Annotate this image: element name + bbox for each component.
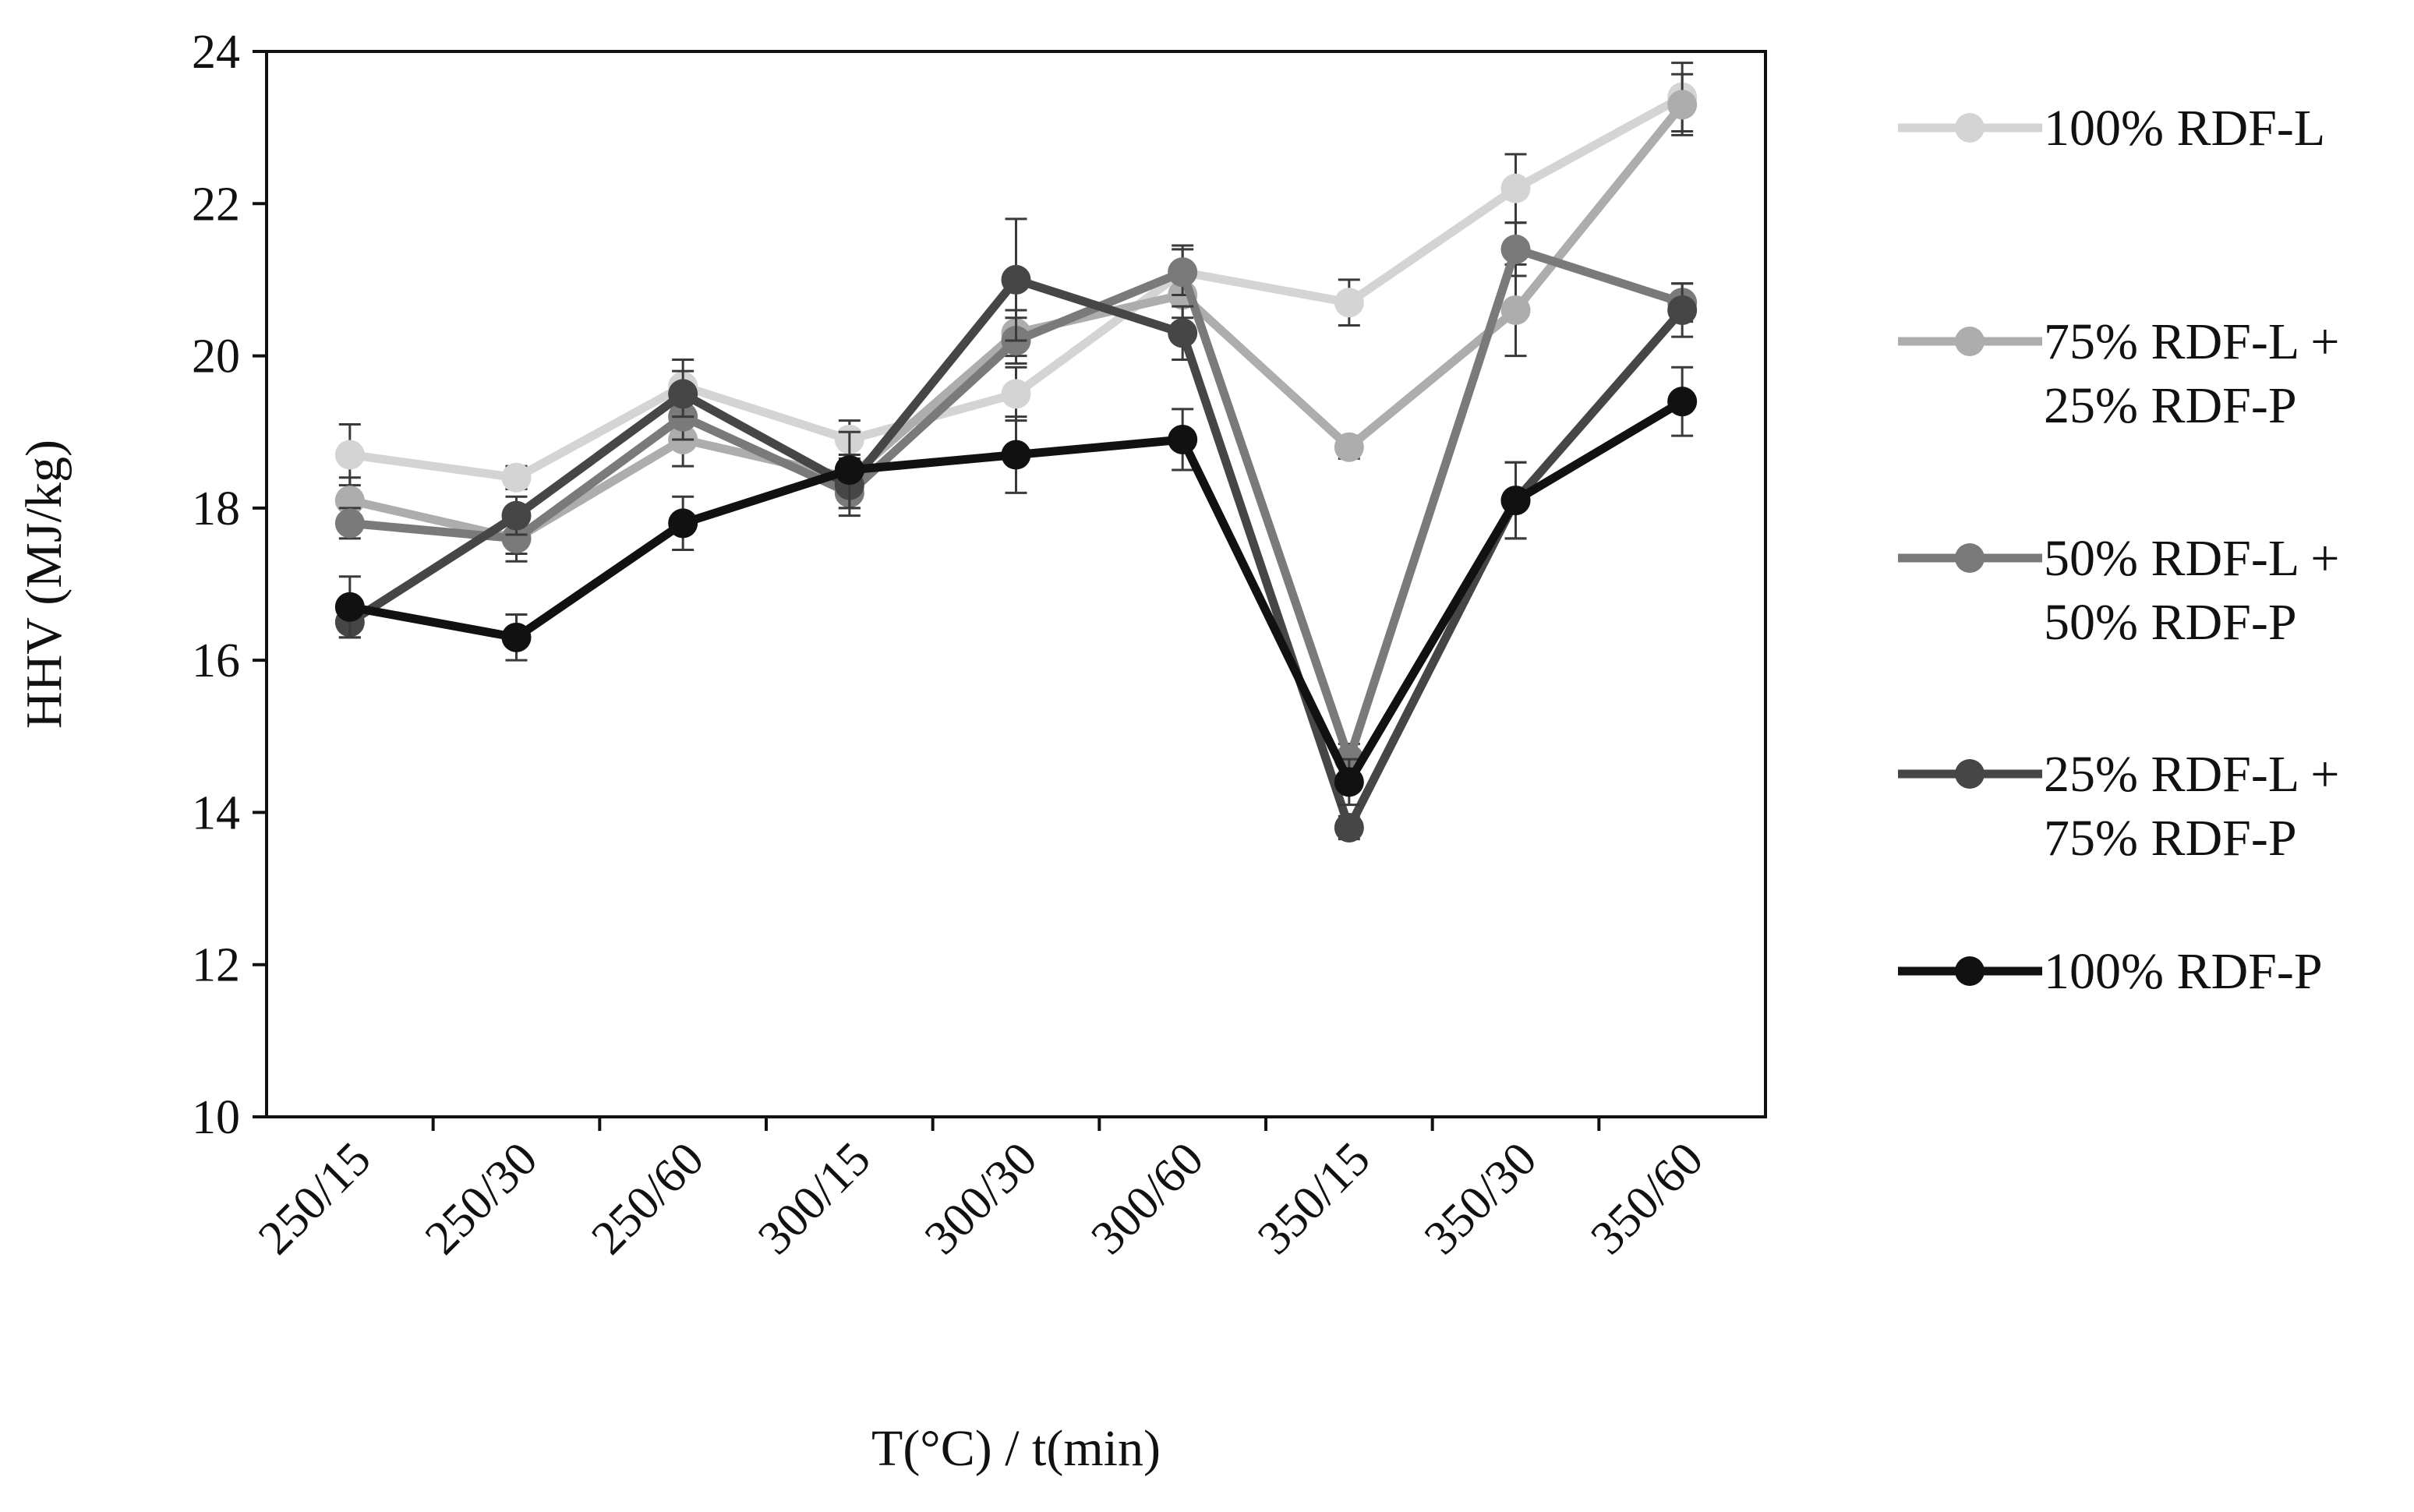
data-point: [1168, 424, 1198, 454]
data-point: [1500, 173, 1531, 203]
y-tick-label: 18: [192, 482, 240, 535]
y-tick-label: 22: [192, 178, 240, 231]
legend-label: 100% RDF-P: [2044, 943, 2323, 1000]
data-point: [1334, 812, 1364, 843]
data-point: [1168, 257, 1198, 288]
legend-swatch-marker: [1955, 956, 1985, 986]
x-axis-title: T(°C) / t(min): [871, 1420, 1161, 1477]
data-point: [1001, 440, 1031, 470]
plot-frame: [265, 50, 1767, 1118]
data-point: [1667, 387, 1698, 417]
legend-label: 25% RDF-P: [2044, 377, 2297, 434]
x-tick-label: 300/15: [748, 1132, 881, 1265]
legend-item-2: 75% RDF-L + 25% RDF-P: [1898, 313, 2339, 434]
y-tick-label: 16: [192, 634, 240, 687]
data-point: [1334, 432, 1364, 462]
data-point: [1168, 318, 1198, 348]
legend-item-1: 100% RDF-L: [1898, 100, 2325, 157]
series-layer: [334, 62, 1698, 843]
data-point: [1001, 379, 1031, 409]
x-tick-label: 250/30: [415, 1132, 548, 1265]
series-5: [334, 366, 1698, 807]
data-point: [834, 455, 864, 486]
x-tick-label: 250/15: [249, 1132, 381, 1265]
data-point: [334, 508, 365, 539]
series-1: [334, 62, 1698, 493]
data-point: [334, 592, 365, 622]
data-point: [501, 622, 532, 652]
data-point: [1500, 295, 1531, 325]
data-point: [1334, 767, 1364, 797]
legend-swatch-marker: [1955, 113, 1985, 143]
data-point: [1667, 90, 1698, 120]
y-tick-label: 10: [192, 1091, 240, 1144]
legend-label: 50% RDF-P: [2044, 594, 2297, 651]
y-tick-label: 12: [192, 939, 240, 992]
x-tick-label: 300/30: [915, 1132, 1048, 1265]
data-point: [1001, 264, 1031, 295]
data-point: [334, 440, 365, 470]
legend-label: 75% RDF-P: [2044, 810, 2297, 867]
data-point: [1667, 295, 1698, 325]
data-point: [501, 523, 532, 553]
x-tick-label: 350/30: [1415, 1132, 1547, 1265]
legend-item-4: 25% RDF-L + 75% RDF-P: [1898, 746, 2339, 867]
legend-label: 75% RDF-L +: [2044, 313, 2339, 370]
y-axis-title: HHV (MJ/kg): [16, 440, 72, 729]
legend-label: 100% RDF-L: [2044, 100, 2325, 157]
legend-swatch-marker: [1955, 327, 1985, 356]
legend-label: 50% RDF-L +: [2044, 530, 2339, 587]
legend-item-3: 50% RDF-L + 50% RDF-P: [1898, 530, 2339, 651]
data-point: [501, 462, 532, 493]
data-point: [1500, 234, 1531, 264]
data-point: [668, 508, 698, 539]
data-point: [668, 379, 698, 409]
y-tick-label: 14: [192, 786, 240, 839]
legend-label: 25% RDF-L +: [2044, 746, 2339, 803]
legend-swatch-marker: [1955, 543, 1985, 573]
x-tick-label: 250/60: [581, 1132, 714, 1265]
data-point: [1500, 486, 1531, 516]
y-tick-label: 24: [192, 26, 240, 79]
legend-swatch-marker: [1955, 759, 1985, 789]
x-tick-label: 300/60: [1081, 1132, 1214, 1265]
legend: 100% RDF-L 75% RDF-L + 25% RDF-P 50% RDF-L …: [1898, 100, 2339, 1000]
data-point: [501, 500, 532, 531]
y-tick-label: 20: [192, 330, 240, 383]
legend-item-5: 100% RDF-P: [1898, 943, 2323, 1000]
x-tick-label: 350/15: [1248, 1132, 1380, 1265]
data-point: [1334, 288, 1364, 318]
x-tick-label: 350/60: [1581, 1132, 1713, 1265]
